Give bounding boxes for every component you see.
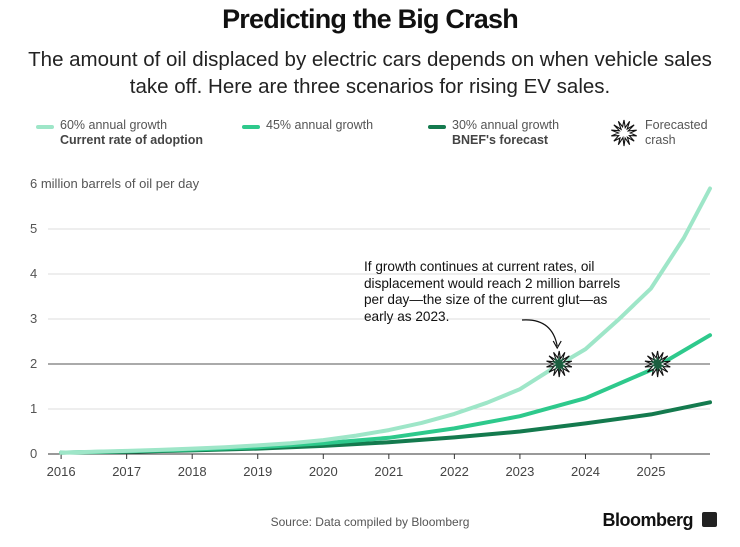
y-tick-label-1: 1	[30, 401, 37, 416]
legend-crash-label-2: crash	[645, 133, 676, 147]
legend-label-60: 60% annual growth	[60, 118, 168, 132]
series-line-45	[59, 333, 712, 455]
source-note: Source: Data compiled by Bloomberg	[270, 515, 470, 529]
x-tick-label-2021: 2021	[374, 464, 403, 479]
legend-sublabel-60: Current rate of adoption	[60, 133, 204, 147]
legend-item-crash: Forecasted crash	[609, 118, 708, 148]
crash-burst-inner	[551, 356, 567, 372]
legend-item-60: 60% annual growth Current rate of adopti…	[36, 118, 203, 148]
crash-burst-icon	[611, 119, 637, 147]
legend-sublabel-30: BNEF's forecast	[452, 133, 549, 147]
x-tick-label-2023: 2023	[505, 464, 534, 479]
chart-subtitle: The amount of oil displaced by electric …	[28, 48, 712, 98]
y-tick-label-4: 4	[30, 266, 37, 281]
annotation-arrowhead	[552, 340, 562, 350]
x-tick-label-2019: 2019	[243, 464, 272, 479]
series-line-60	[59, 186, 712, 455]
y-tick-label-2: 2	[30, 356, 37, 371]
x-tick-label-2024: 2024	[571, 464, 600, 479]
y-axis-title: 6 million barrels of oil per day	[30, 176, 200, 191]
legend-swatch-45	[242, 125, 260, 129]
crash-marker-1	[546, 350, 573, 378]
x-tick-label-2016: 2016	[47, 464, 76, 479]
legend-swatch-60	[36, 125, 54, 129]
chart-title: Predicting the Big Crash	[222, 4, 519, 34]
bloomberg-chart-icon	[702, 512, 717, 527]
legend-item-30: 30% annual growth BNEF's forecast	[428, 118, 559, 148]
series-line-30	[59, 400, 712, 455]
x-tick-label-2017: 2017	[112, 464, 141, 479]
x-tick-label-2018: 2018	[178, 464, 207, 479]
legend-crash-label-1: Forecasted	[645, 118, 708, 132]
y-tick-label-5: 5	[30, 221, 37, 236]
legend-item-45: 45% annual growth	[242, 118, 373, 133]
crash-annotation: If growth continues at current rates, oi…	[364, 259, 621, 324]
crash-burst-inner	[649, 356, 666, 372]
legend-label-30: 30% annual growth	[452, 118, 560, 132]
bloomberg-logo: Bloomberg	[602, 510, 693, 530]
x-tick-label-2022: 2022	[440, 464, 469, 479]
legend-label-45: 45% annual growth	[266, 118, 374, 132]
y-tick-label-3: 3	[30, 311, 37, 326]
y-tick-label-0: 0	[30, 446, 37, 461]
annotation-arrow	[521, 319, 558, 347]
legend-swatch-30	[428, 125, 446, 129]
x-tick-label-2025: 2025	[637, 464, 666, 479]
x-tick-label-2020: 2020	[309, 464, 338, 479]
crash-marker-2	[644, 350, 671, 378]
